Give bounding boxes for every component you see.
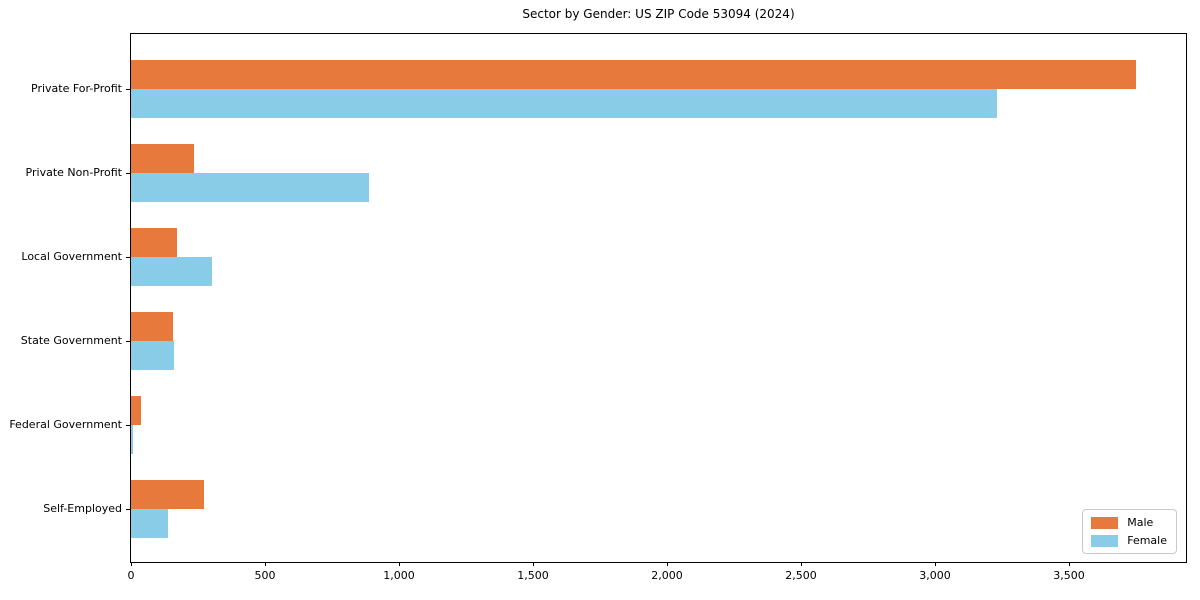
bar-female-self-employed: [131, 509, 168, 538]
x-tick-mark: [935, 562, 936, 566]
y-tick-mark: [126, 509, 131, 510]
x-tick-mark: [1069, 562, 1070, 566]
bar-male-federal-government: [131, 396, 141, 425]
y-tick-mark: [126, 425, 131, 426]
y-tick-mark: [126, 89, 131, 90]
plot-area: Male Female: [130, 33, 1187, 563]
y-tick-label-federal-government: Federal Government: [9, 418, 122, 431]
chart-title: Sector by Gender: US ZIP Code 53094 (202…: [522, 7, 795, 21]
x-tick-label-1000: 1,000: [383, 569, 415, 582]
x-tick-mark: [131, 562, 132, 566]
x-tick-mark: [265, 562, 266, 566]
legend-item-male: Male: [1091, 516, 1167, 529]
y-tick-mark: [126, 341, 131, 342]
bar-male-self-employed: [131, 480, 204, 509]
y-tick-mark: [126, 173, 131, 174]
x-tick-label-0: 0: [127, 569, 135, 582]
x-tick-mark: [667, 562, 668, 566]
bar-male-state-government: [131, 312, 173, 341]
y-tick-mark: [126, 257, 131, 258]
male-legend-swatch: [1091, 516, 1119, 529]
female-legend-swatch: [1091, 534, 1119, 547]
x-tick-label-500: 500: [254, 569, 276, 582]
female-legend-label: Female: [1127, 534, 1167, 547]
bar-female-federal-government: [131, 425, 133, 454]
x-tick-label-3000: 3,000: [919, 569, 951, 582]
x-tick-label-2000: 2,000: [651, 569, 683, 582]
y-tick-label-private-non-profit: Private Non-Profit: [25, 166, 122, 179]
male-legend-label: Male: [1127, 516, 1154, 529]
bar-male-private-non-profit: [131, 144, 194, 173]
bar-female-private-non-profit: [131, 173, 369, 202]
x-tick-label-3500: 3,500: [1053, 569, 1085, 582]
x-tick-mark: [533, 562, 534, 566]
bar-female-state-government: [131, 341, 174, 370]
y-tick-label-self-employed: Self-Employed: [43, 502, 122, 515]
bar-female-local-government: [131, 257, 212, 286]
x-tick-mark: [399, 562, 400, 566]
bar-female-private-for-profit: [131, 89, 997, 118]
x-tick-label-1500: 1,500: [517, 569, 549, 582]
y-tick-label-private-for-profit: Private For-Profit: [31, 82, 122, 95]
y-tick-label-state-government: State Government: [20, 334, 122, 347]
x-tick-label-2500: 2,500: [785, 569, 817, 582]
x-tick-mark: [801, 562, 802, 566]
y-tick-label-local-government: Local Government: [21, 250, 122, 263]
bar-male-private-for-profit: [131, 60, 1136, 89]
bar-male-local-government: [131, 228, 177, 257]
legend-item-female: Female: [1091, 534, 1167, 547]
legend: Male Female: [1082, 509, 1177, 554]
